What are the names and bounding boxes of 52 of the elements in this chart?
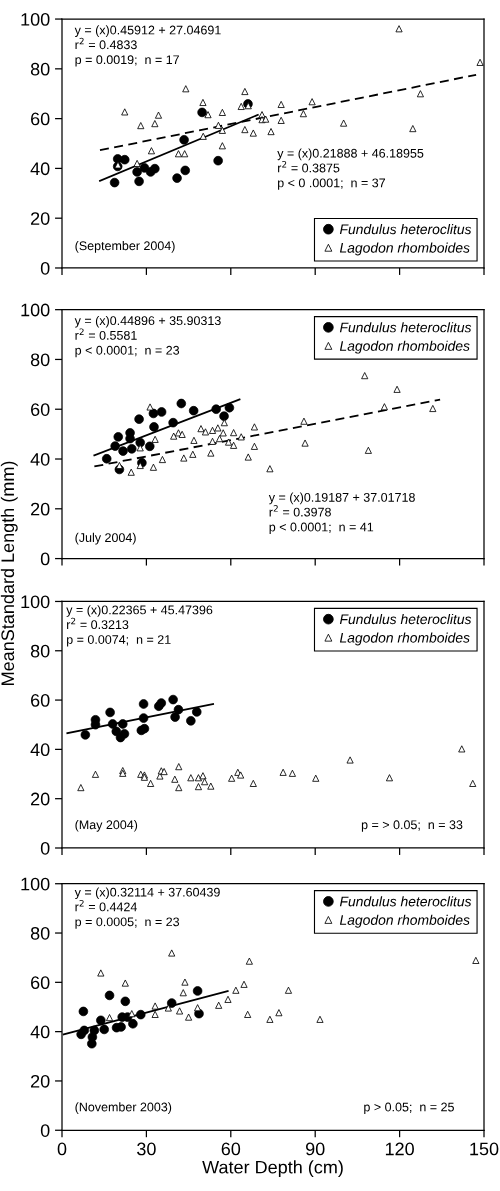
annotation: y = (x)0.22365 + 45.47396 r$^{2}$ = 0.3213 p = 0.0074; n = 21 xyxy=(66,605,213,647)
legend-label: Lagodon rhomboides xyxy=(339,242,470,256)
text: Lagodon rhomboides xyxy=(339,340,470,354)
y-tick-label: 0 xyxy=(40,261,50,275)
x-tick-label: 60 xyxy=(221,1142,241,1156)
y-tick-label: 60 xyxy=(31,976,50,990)
x-tick-label: 0 xyxy=(57,1142,67,1156)
y-tick-label: 60 xyxy=(31,694,50,707)
annotation: y = (x)0.21888 + 46.18955 r$^{2}$ = 0.3875 p < 0 .0001; n = 37 xyxy=(277,148,424,190)
legend-label: Fundulus heteroclitus xyxy=(339,613,472,625)
y-tick-label: 60 xyxy=(31,112,50,126)
annotation: y = (x)0.44896 + 35.90313 r$^{2}$ = 0.5581 p < 0.0001; n = 23 xyxy=(74,315,221,358)
annotation: y = (x)0.45912 + 27.04691 r$^{2}$ = 0.4833 p = 0.0019; n = 17 xyxy=(74,25,221,67)
y-tick-label: 20 xyxy=(31,212,50,225)
x-tick-label: 120 xyxy=(385,1142,414,1156)
y-tick-label: 0 xyxy=(40,552,50,566)
annotation: y = (x)0.32114 + 37.60439 r$^{2}$ = 0.4424 p = 0.0005; n = 23 xyxy=(74,887,220,929)
y-tick-label: 80 xyxy=(30,644,50,658)
annotation: p = > 0.05; n = 33 xyxy=(361,820,463,832)
text: Fundulus heteroclitus xyxy=(339,322,472,333)
y-tick-label: 100 xyxy=(21,12,50,26)
y-tick-label: 100 xyxy=(21,595,50,609)
y-tick-label: 20 xyxy=(31,502,50,516)
y-tick-label: 40 xyxy=(30,743,50,757)
annotation: (September 2004) xyxy=(75,240,175,253)
x-axis-title: Water Depth (cm) xyxy=(202,1160,343,1178)
y-tick-label: 100 xyxy=(21,303,50,317)
y-tick-label: 0 xyxy=(40,841,50,855)
y-tick-label: 40 xyxy=(30,162,50,176)
y-tick-label: 60 xyxy=(31,403,50,416)
y-tick-label: 20 xyxy=(31,1074,50,1088)
y-tick-label: 20 xyxy=(31,792,50,806)
y-tick-label: 100 xyxy=(21,877,50,891)
legend-label: Fundulus heteroclitus xyxy=(339,224,472,235)
legend-label: Lagodon rhomboides xyxy=(339,914,470,928)
y-tick-label: 40 xyxy=(30,1025,50,1039)
x-tick-label: 150 xyxy=(470,1142,499,1156)
y-tick-label: 40 xyxy=(30,452,50,466)
y-tick-label: 80 xyxy=(30,353,50,367)
y-tick-label: 80 xyxy=(30,926,50,940)
x-tick-label: 90 xyxy=(306,1142,325,1156)
y-axis-title: MeanStandard Length (mm) xyxy=(0,461,18,685)
annotation: y = (x)0.19187 + 37.01718 r$^{2}$ = 0.3978 p < 0.0001; n = 41 xyxy=(268,492,415,534)
annotation: (May 2004) xyxy=(75,819,138,832)
legend-label: Lagodon rhomboides xyxy=(339,632,470,646)
legend-label: Fundulus heteroclitus xyxy=(339,896,472,907)
y-tick-label: 0 xyxy=(40,1124,50,1137)
y-tick-label: 80 xyxy=(30,62,50,76)
annotation: (July 2004) xyxy=(75,532,136,545)
x-tick-label: 30 xyxy=(137,1142,156,1156)
annotation: p > 0.05; n = 25 xyxy=(364,1102,454,1114)
annotation: (November 2003) xyxy=(75,1102,172,1114)
